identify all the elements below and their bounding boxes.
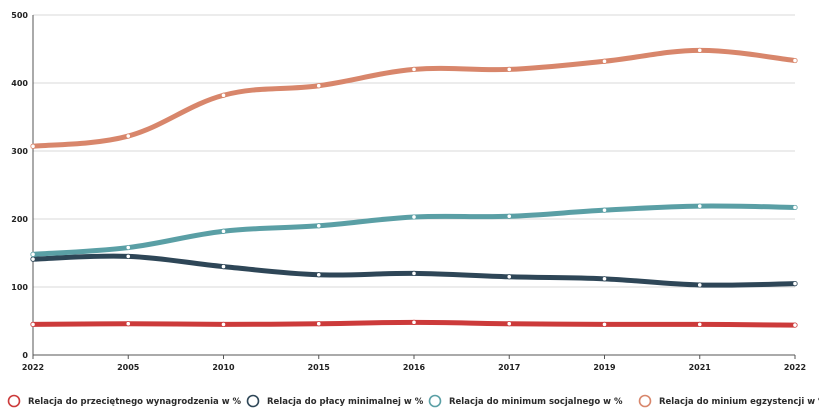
- legend-item[interactable]: Relacja do płacy minimalnej w %: [246, 394, 424, 408]
- data-point: [30, 321, 36, 327]
- data-point: [316, 272, 322, 278]
- x-tick-label: 2017: [498, 363, 520, 372]
- y-tick-label: 200: [11, 215, 28, 224]
- data-point: [411, 66, 417, 73]
- data-point: [125, 244, 131, 251]
- data-point: [30, 251, 36, 257]
- legend-item[interactable]: Relacja do minium egzystencji w %: [638, 394, 819, 408]
- data-point: [220, 263, 227, 270]
- data-point: [220, 228, 227, 234]
- data-point: [30, 256, 36, 262]
- data-point: [220, 92, 227, 98]
- legend-marker-icon: [246, 394, 260, 408]
- series-line-3: [30, 47, 798, 149]
- data-point: [601, 207, 608, 213]
- data-point: [125, 133, 131, 139]
- legend-marker-icon: [7, 394, 21, 408]
- data-point: [411, 319, 417, 325]
- y-tick-label: 100: [11, 283, 28, 292]
- data-point: [411, 270, 417, 276]
- data-point: [125, 253, 131, 259]
- data-point: [697, 321, 703, 327]
- data-point: [697, 47, 703, 53]
- grid-lines: [33, 14, 795, 288]
- series-lines: [30, 47, 798, 328]
- data-point: [30, 143, 36, 149]
- x-tick-label: 2021: [689, 363, 712, 372]
- data-point: [601, 276, 608, 282]
- data-point: [506, 321, 512, 327]
- x-tick-label: 2022: [22, 363, 44, 372]
- series-line-2: [30, 203, 798, 257]
- data-points: [30, 47, 798, 328]
- data-point: [316, 223, 322, 229]
- x-tick-label: 2005: [117, 363, 140, 372]
- data-point: [316, 83, 322, 89]
- x-tick-label: 2016: [403, 363, 426, 372]
- data-point: [506, 66, 512, 73]
- data-point: [792, 280, 798, 287]
- x-tick-label: 2010: [212, 363, 235, 372]
- y-tick-label: 400: [11, 79, 28, 88]
- axes: 0 100 200 300 400 500 2022 2005 2010 2015 2016 2017…: [11, 11, 806, 372]
- data-point: [125, 321, 131, 327]
- legend-marker-icon: [638, 394, 652, 408]
- y-tick-label: 0: [22, 351, 28, 360]
- series-line-1: [30, 253, 798, 288]
- legend-marker-icon: [428, 394, 442, 408]
- data-point: [316, 321, 322, 327]
- x-tick-label: 2022: [784, 363, 806, 372]
- data-point: [697, 203, 703, 209]
- x-tick-label: 2015: [308, 363, 331, 372]
- data-point: [792, 204, 798, 211]
- data-point: [792, 57, 798, 64]
- legend-label: Relacja do płacy minimalnej w %: [267, 397, 424, 407]
- legend-item[interactable]: Relacja do minimum socjalnego w %: [428, 394, 623, 408]
- legend-item[interactable]: Relacja do przeciętnego wynagrodzenia w …: [7, 394, 242, 408]
- data-point: [792, 322, 798, 328]
- data-point: [601, 58, 608, 64]
- legend-label: Relacja do minimum socjalnego w %: [449, 397, 623, 407]
- y-tick-label: 300: [11, 147, 28, 156]
- data-point: [506, 213, 512, 219]
- data-point: [220, 321, 227, 327]
- legend: Relacja do przeciętnego wynagrodzenia w …: [7, 394, 819, 408]
- legend-label: Relacja do minium egzystencji w %: [659, 397, 819, 407]
- data-point: [411, 214, 417, 220]
- data-point: [601, 321, 608, 327]
- x-tick-label: 2019: [593, 363, 616, 372]
- y-tick-label: 500: [11, 11, 28, 20]
- data-point: [697, 282, 703, 288]
- data-point: [506, 274, 512, 280]
- legend-label: Relacja do przeciętnego wynagrodzenia w …: [28, 397, 242, 407]
